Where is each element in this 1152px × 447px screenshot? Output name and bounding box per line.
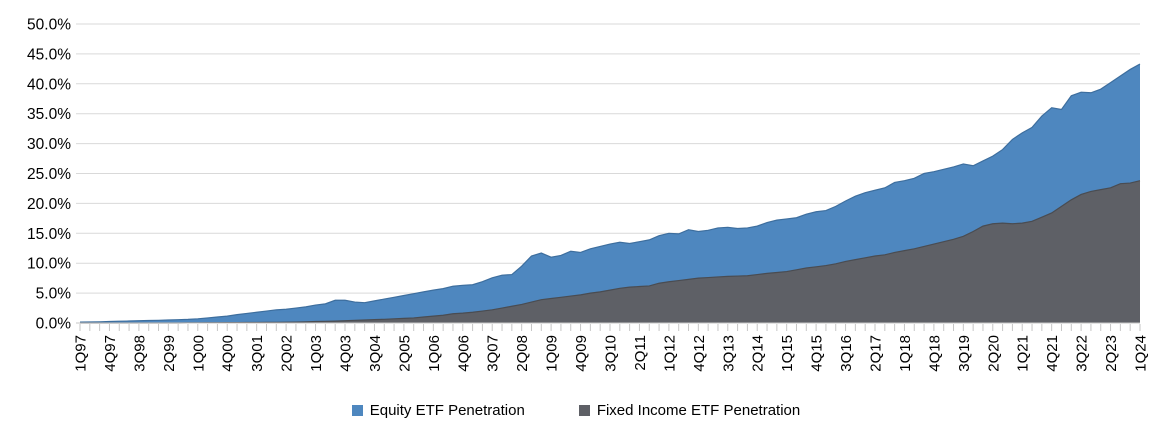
x-tick-label: 1Q15 bbox=[779, 335, 796, 372]
y-tick-label: 10.0% bbox=[27, 256, 71, 273]
x-tick-label: 3Q98 bbox=[131, 335, 148, 372]
legend-swatch-equity-icon bbox=[351, 405, 363, 416]
x-tick-label: 3Q22 bbox=[1074, 335, 1091, 372]
x-tick-label: 3Q07 bbox=[485, 335, 502, 372]
x-tick-label: 3Q10 bbox=[603, 335, 620, 372]
x-tick-label: 3Q04 bbox=[367, 335, 384, 372]
x-tick-label: 2Q99 bbox=[161, 335, 178, 372]
legend-label-equity: Equity ETF Penetration bbox=[369, 402, 525, 419]
area-edge-equity bbox=[79, 63, 1141, 323]
y-tick-label: 45.0% bbox=[27, 46, 71, 63]
x-tick-label: 3Q13 bbox=[720, 335, 737, 372]
y-tick-label: 15.0% bbox=[27, 226, 71, 243]
y-tick-label: 40.0% bbox=[27, 76, 71, 93]
legend-label-fixed-income: Fixed Income ETF Penetration bbox=[596, 402, 801, 419]
x-tick-label: 1Q09 bbox=[544, 335, 561, 372]
y-tick-label: 20.0% bbox=[27, 196, 71, 213]
x-tick-label: 1Q21 bbox=[1015, 335, 1032, 372]
y-tick-label: 0.0% bbox=[36, 316, 72, 333]
y-tick-label: 30.0% bbox=[27, 136, 71, 153]
x-tick-label: 1Q97 bbox=[73, 335, 90, 372]
x-tick-label: 2Q02 bbox=[279, 335, 296, 372]
legend-item-fixed-income: Fixed Income ETF Penetration bbox=[578, 402, 801, 419]
y-tick-label: 35.0% bbox=[27, 106, 71, 123]
x-tick-label: 2Q05 bbox=[396, 335, 413, 372]
chart-legend: Equity ETF Penetration Fixed Income ETF … bbox=[0, 403, 1152, 418]
x-tick-label: 2Q20 bbox=[985, 335, 1002, 372]
x-tick-label: 4Q15 bbox=[809, 335, 826, 372]
area-edge-fixed-income bbox=[80, 180, 1141, 324]
x-tick-label: 3Q01 bbox=[249, 335, 266, 372]
x-tick-label: 2Q11 bbox=[632, 335, 649, 371]
x-tick-label: 1Q00 bbox=[190, 335, 207, 372]
x-tick-label: 1Q03 bbox=[308, 335, 325, 372]
x-tick-label: 4Q00 bbox=[220, 335, 237, 372]
x-tick-label: 3Q19 bbox=[956, 335, 973, 372]
x-tick-label: 4Q12 bbox=[691, 335, 708, 372]
y-tick-label: 5.0% bbox=[36, 286, 72, 303]
x-tick-label: 2Q14 bbox=[750, 335, 767, 372]
y-tick-label: 25.0% bbox=[27, 166, 71, 183]
x-tick-label: 2Q08 bbox=[514, 335, 531, 372]
legend-item-equity: Equity ETF Penetration bbox=[351, 402, 525, 419]
x-tick-label: 1Q24 bbox=[1133, 335, 1150, 372]
x-tick-label: 3Q16 bbox=[838, 335, 855, 372]
x-tick-label: 4Q21 bbox=[1044, 335, 1061, 372]
x-tick-label: 2Q23 bbox=[1103, 335, 1120, 372]
x-tick-label: 1Q12 bbox=[661, 335, 678, 372]
x-tick-label: 4Q03 bbox=[338, 335, 355, 372]
x-tick-label: 4Q97 bbox=[102, 335, 119, 372]
legend-swatch-fixed-income-icon bbox=[578, 405, 590, 416]
x-tick-label: 4Q18 bbox=[926, 335, 943, 372]
chart-plot-area: 0.0% 5.0% 10.0% 15.0% 20.0% 25.0% 30.0% 35.0% 40… bbox=[27, 17, 1150, 372]
y-tick-label: 50.0% bbox=[27, 17, 71, 34]
x-tick-label: 1Q18 bbox=[897, 335, 914, 372]
x-tick-label: 4Q06 bbox=[455, 335, 472, 372]
x-tick-label: 4Q09 bbox=[573, 335, 590, 372]
area-fixed-income bbox=[80, 180, 1140, 323]
x-tick-label: 2Q17 bbox=[868, 335, 885, 372]
x-tick-label: 1Q06 bbox=[426, 335, 443, 372]
